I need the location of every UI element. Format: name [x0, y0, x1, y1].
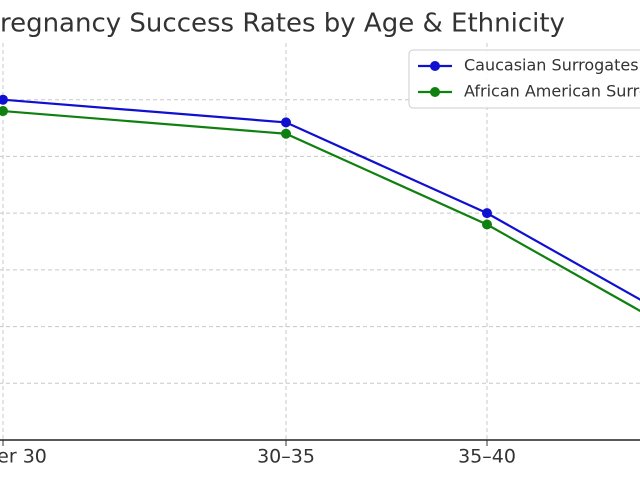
x-tick-label: Under 30	[0, 446, 47, 468]
data-point	[482, 219, 492, 230]
legend-box	[408, 49, 640, 109]
legend-label: Caucasian Surrogates	[464, 56, 639, 75]
x-tick-label: 35–40	[458, 446, 516, 468]
data-point	[281, 128, 291, 139]
chart-title: Simulated Pregnancy Success Rates by Age…	[0, 9, 565, 39]
data-point	[0, 106, 8, 117]
series-line	[2, 98, 640, 301]
legend-label: African American Surrogates	[464, 82, 640, 101]
series-line	[2, 109, 640, 313]
data-point	[482, 208, 492, 219]
legend-marker	[430, 61, 440, 71]
x-tick-label: 30–35	[257, 446, 315, 468]
data-point	[0, 94, 8, 105]
legend-marker	[430, 87, 440, 97]
data-point	[281, 117, 291, 128]
